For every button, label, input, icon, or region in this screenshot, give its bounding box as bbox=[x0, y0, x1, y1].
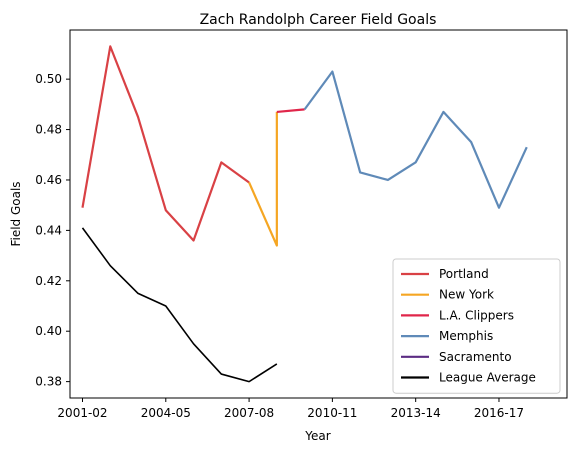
x-tick-label: 2001-02 bbox=[57, 406, 107, 420]
x-axis-label: Year bbox=[304, 429, 330, 443]
x-axis: 2001-02 2004-05 2007-08 2010-11 2013-14 2016-… bbox=[57, 398, 524, 420]
y-axis-label: Field Goals bbox=[9, 181, 23, 246]
chart-title: Zach Randolph Career Field Goals bbox=[200, 12, 437, 28]
legend-label: Portland bbox=[439, 267, 489, 281]
legend-box bbox=[392, 258, 561, 394]
x-tick-label: 2016-17 bbox=[474, 406, 524, 420]
y-tick-label: 0.44 bbox=[35, 223, 62, 237]
y-tick-label: 0.50 bbox=[35, 72, 62, 86]
series-line-portland bbox=[81, 45, 250, 242]
y-tick-label: 0.46 bbox=[35, 173, 62, 187]
y-tick-label: 0.48 bbox=[35, 123, 62, 137]
series-line-memphis bbox=[303, 70, 528, 209]
y-tick-label: 0.42 bbox=[35, 274, 62, 288]
x-tick-label: 2004-05 bbox=[141, 406, 191, 420]
series-line-l-a-clippers bbox=[276, 108, 305, 114]
y-tick-label: 0.38 bbox=[35, 375, 62, 389]
legend-label: Sacramento bbox=[439, 350, 512, 364]
legend-label: New York bbox=[439, 288, 494, 302]
series-line-league-average bbox=[81, 227, 278, 383]
x-tick-label: 2013-14 bbox=[391, 406, 441, 420]
legend-label: L.A. Clippers bbox=[439, 308, 514, 322]
y-axis: 0.38 0.40 0.42 0.44 0.46 0.48 0.50 bbox=[35, 72, 70, 389]
legend-label: Memphis bbox=[439, 329, 493, 343]
plot-area bbox=[81, 45, 528, 383]
legend: Portland New York L.A. Clippers Memphis Sacr… bbox=[392, 258, 561, 394]
x-tick-label: 2010-11 bbox=[307, 406, 357, 420]
y-tick-label: 0.40 bbox=[35, 324, 62, 338]
legend-label: League Average bbox=[439, 371, 536, 385]
plot-frame bbox=[69, 29, 568, 399]
series-line-new-york bbox=[248, 111, 278, 247]
x-tick-label: 2007-08 bbox=[224, 406, 274, 420]
